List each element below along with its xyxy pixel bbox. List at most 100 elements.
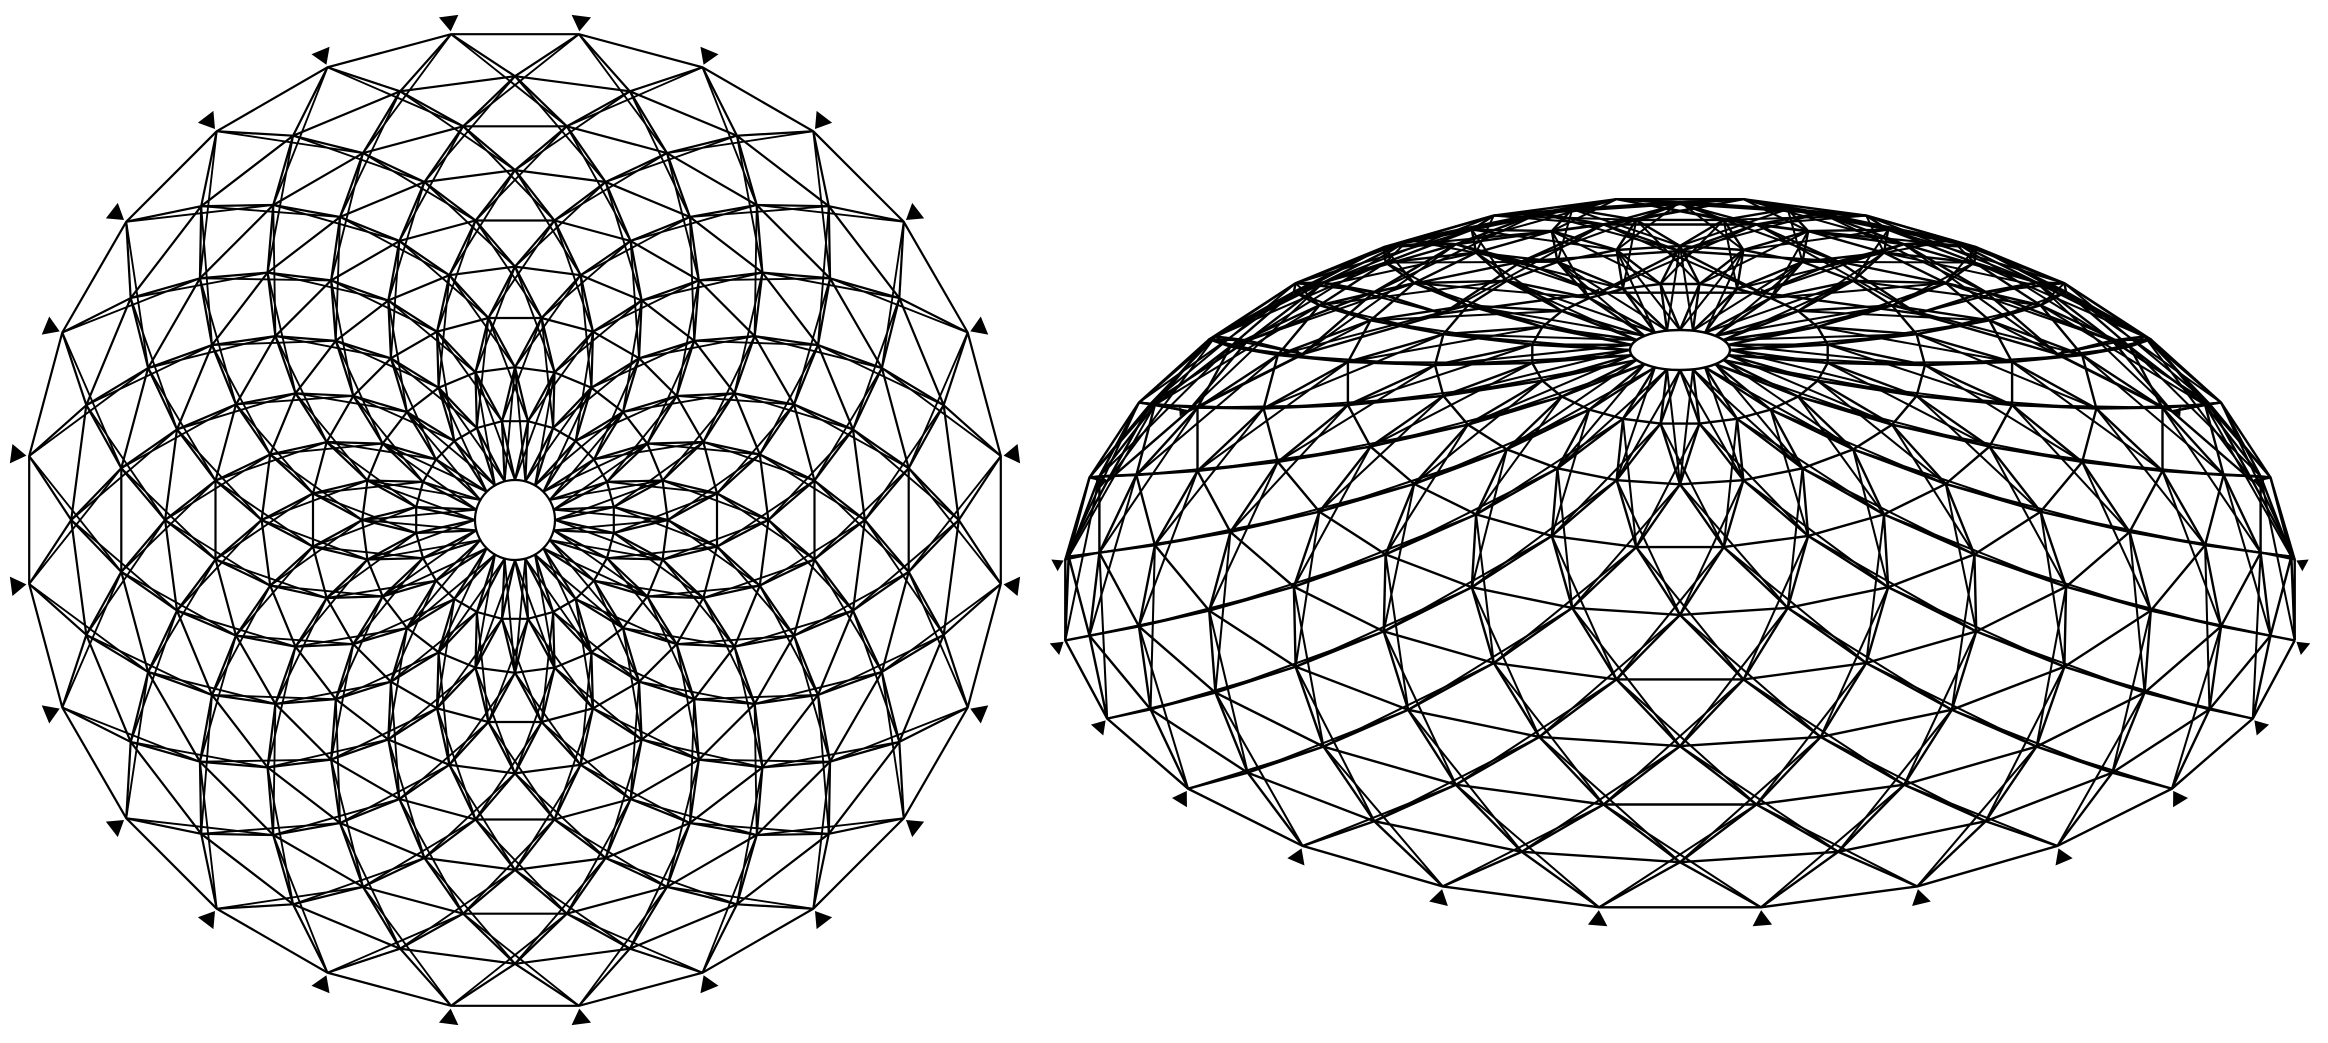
diagonal-member [235, 584, 272, 637]
diagonal-member [2143, 610, 2152, 693]
cross-brace [1679, 208, 1789, 247]
cross-brace [28, 367, 149, 457]
cross-brace [390, 240, 401, 359]
diagonal-member [552, 611, 556, 668]
cross-brace [352, 395, 455, 442]
diagonal-member [85, 404, 123, 469]
cross-brace [1208, 461, 1279, 612]
diagonal-member [1294, 666, 1325, 747]
cross-brace [2128, 531, 2146, 693]
diagonal-member [2203, 544, 2223, 627]
cross-brace [1098, 552, 1109, 719]
diagonal-member [382, 579, 437, 598]
diagonal-member [758, 403, 795, 456]
diagonal-member [416, 505, 477, 511]
triangle-icon [311, 975, 330, 994]
cross-brace [70, 519, 178, 612]
triangle-icon [814, 110, 833, 130]
diagonal-member [1471, 228, 1552, 233]
cross-brace [1442, 803, 1605, 888]
diagonal-member [1138, 338, 1211, 404]
diagonal-member [1916, 333, 2013, 364]
diagonal-member [1098, 404, 1156, 478]
diagonal-member [198, 761, 203, 834]
diagonal-member [638, 339, 695, 360]
diagonal-member [361, 518, 417, 535]
cross-brace [2011, 404, 2131, 533]
cross-brace [1951, 239, 1976, 264]
cross-brace [1603, 223, 1762, 294]
diagonal-member [272, 834, 295, 905]
diagonal-member [1135, 406, 1199, 476]
cross-brace [552, 357, 640, 429]
cross-brace [1988, 446, 2067, 588]
cross-brace [2111, 610, 2152, 773]
diagonal-member [613, 532, 664, 561]
diagonal-member [215, 558, 271, 587]
cross-brace [1865, 214, 2037, 284]
cross-brace [275, 680, 392, 705]
diagonal-member [1786, 535, 1810, 609]
cross-brace [1538, 614, 1681, 738]
cross-brace [1755, 223, 1918, 315]
diagonal-member [399, 912, 464, 950]
cross-brace [759, 453, 866, 521]
diagonal-member [553, 818, 607, 859]
cross-brace [2056, 692, 2146, 847]
cross-brace [28, 455, 123, 573]
triangle-icon [9, 443, 27, 464]
diagonal-member [1679, 202, 1757, 226]
cross-brace [1138, 291, 1295, 404]
cross-brace [754, 671, 883, 705]
triangle-icon [2296, 559, 2309, 572]
diagonal-member [125, 741, 132, 819]
diagonal-member [201, 832, 274, 837]
cross-brace [28, 467, 123, 585]
diagonal-member [361, 505, 417, 522]
cross-brace [1455, 678, 1618, 786]
diagonal-member [694, 335, 755, 342]
diagonal-member [1837, 783, 1905, 853]
cross-brace [812, 131, 831, 279]
diagonal-member [701, 903, 738, 974]
cross-brace [534, 372, 556, 486]
diagonal-member [448, 764, 477, 820]
cross-brace [689, 699, 696, 824]
diagonal-member [1542, 325, 1637, 342]
diagonal-member [453, 440, 496, 487]
cross-brace [272, 204, 400, 242]
diagonal-member [61, 332, 88, 406]
cross-brace [61, 571, 123, 708]
diagonal-member [553, 764, 582, 820]
cross-brace [549, 539, 663, 561]
cross-brace [215, 479, 314, 548]
cross-brace [1208, 338, 1279, 357]
cross-brace [675, 643, 700, 760]
diagonal-member [540, 274, 582, 319]
diagonal-member [435, 274, 451, 332]
diagonal-member [292, 903, 329, 974]
cross-brace [1760, 243, 1905, 294]
diagonal-member [1808, 228, 1889, 233]
diagonal-member [294, 597, 328, 648]
diagonal-member [435, 458, 488, 493]
cross-brace [487, 721, 556, 820]
triangle-icon [1051, 559, 1064, 572]
cross-brace [436, 220, 477, 333]
diagonal-member [474, 618, 503, 669]
triangle-icon [571, 1008, 592, 1026]
diagonal-member [2128, 531, 2152, 611]
cross-brace [272, 204, 277, 337]
diagonal-member [1561, 309, 1645, 338]
cross-brace [334, 216, 341, 341]
diagonal-member [422, 480, 477, 511]
diagonal-member [1742, 607, 1789, 681]
cross-brace [1106, 335, 1217, 482]
cross-brace [1704, 249, 1745, 334]
cross-brace [266, 767, 295, 905]
diagonal-member [1615, 479, 1638, 548]
cross-brace [1635, 423, 1701, 548]
cross-brace [215, 441, 328, 482]
diagonal-member [448, 721, 490, 766]
cross-brace [272, 798, 400, 836]
